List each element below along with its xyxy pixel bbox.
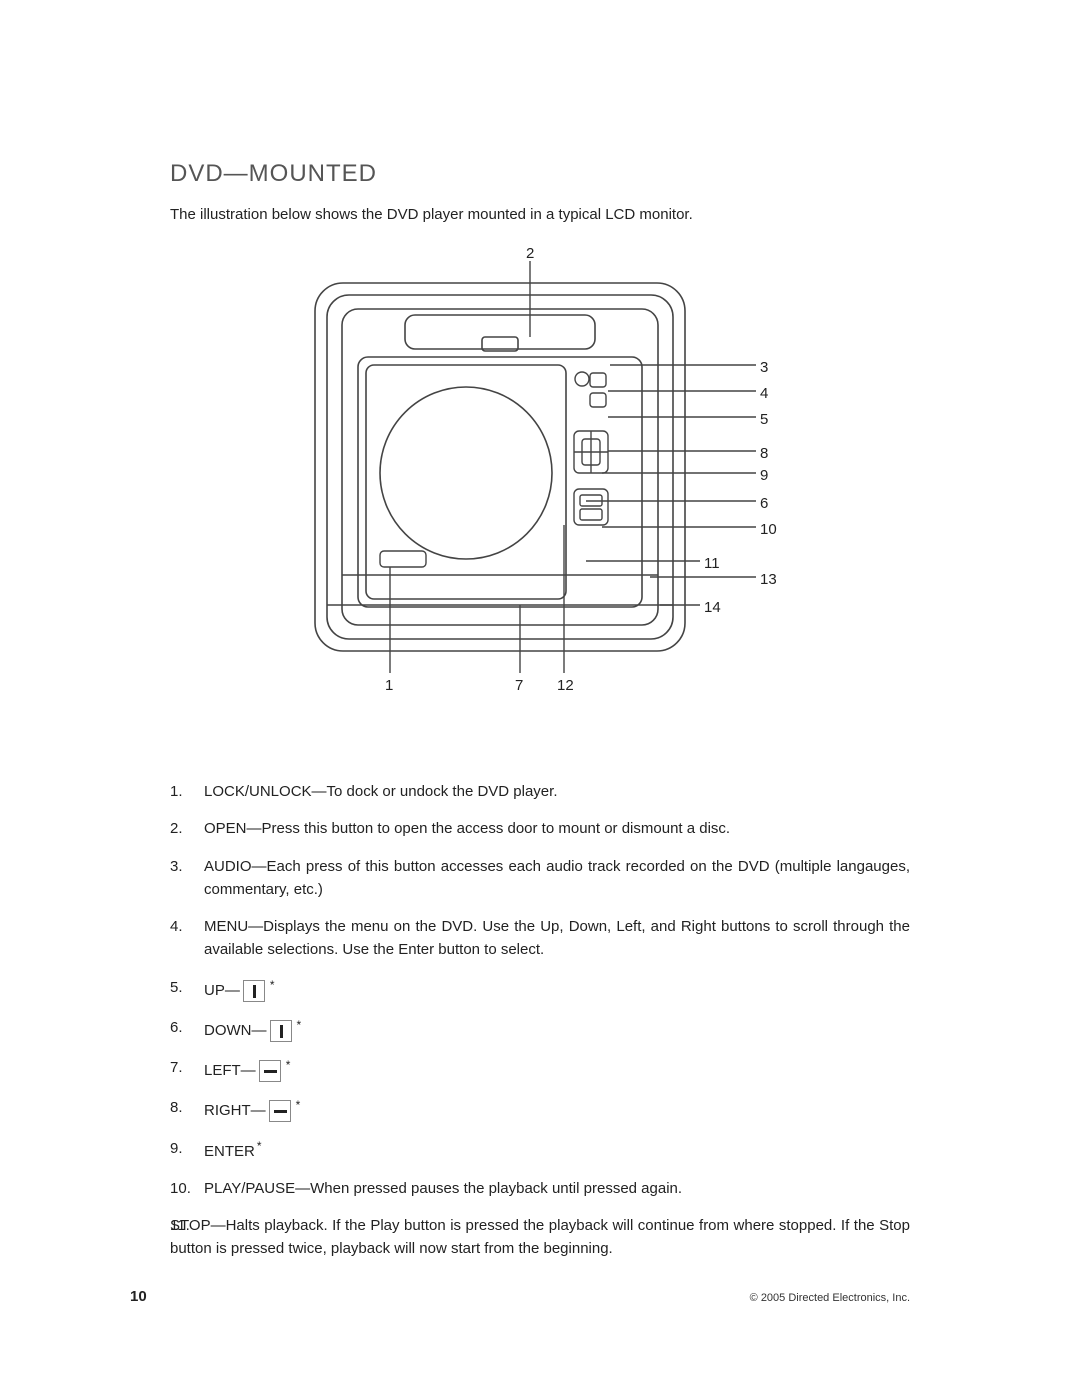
footnote-star-icon: * [297,1018,302,1032]
horizontal-bar-icon [269,1100,291,1122]
footnote-star-icon: * [296,1098,301,1112]
callout-9: 9 [760,467,768,484]
legend-prefix: ENTER [204,1143,255,1160]
legend-prefix: UP— [204,982,240,999]
section-title: DVD—MOUNTED [170,160,910,188]
legend-item-4: MENU—Displays the menu on the DVD. Use t… [170,915,910,962]
legend-prefix: DOWN— [204,1022,267,1039]
figure-container: 2 3 4 5 8 9 6 10 11 13 14 1 7 12 [170,245,910,725]
footnote-star-icon: * [270,978,275,992]
callout-14: 14 [704,599,721,616]
legend-item-7: LEFT— * [170,1056,910,1082]
vertical-bar-icon [270,1020,292,1042]
legend-item-3: AUDIO—Each press of this button accesses… [170,855,910,902]
callout-10: 10 [760,521,777,538]
diagram-svg [230,245,850,725]
callout-4: 4 [760,385,768,402]
callout-7: 7 [515,677,523,694]
vertical-bar-icon [243,980,265,1002]
callout-3: 3 [760,359,768,376]
legend-item-9: ENTER* [170,1137,910,1163]
callout-11: 11 [704,555,720,572]
legend-item-8: RIGHT— * [170,1096,910,1122]
legend-item-6: DOWN— * [170,1016,910,1042]
callout-6: 6 [760,495,768,512]
legend-prefix: RIGHT— [204,1102,266,1119]
callout-1: 1 [385,677,393,694]
callout-8: 8 [760,445,768,462]
intro-text: The illustration below shows the DVD pla… [170,206,910,223]
legend-item-1: LOCK/UNLOCK—To dock or undock the DVD pl… [170,780,910,803]
dvd-diagram: 2 3 4 5 8 9 6 10 11 13 14 1 7 12 [230,245,850,725]
legend-item-11: STOP—Halts playback. If the Play button … [170,1214,910,1261]
legend-item-10: PLAY/PAUSE—When pressed pauses the playb… [170,1177,910,1200]
copyright: © 2005 Directed Electronics, Inc. [750,1292,910,1304]
legend-item-5: UP— * [170,976,910,1002]
callout-2: 2 [526,245,534,262]
callout-13: 13 [760,571,777,588]
legend-item-2: OPEN—Press this button to open the acces… [170,817,910,840]
footnote-star-icon: * [286,1058,291,1072]
footnote-star-icon: * [257,1139,262,1153]
horizontal-bar-icon [259,1060,281,1082]
legend-prefix: LEFT— [204,1062,256,1079]
page-footer: 10 © 2005 Directed Electronics, Inc. [130,1288,910,1305]
page-number: 10 [130,1288,147,1305]
callout-5: 5 [760,411,768,428]
callout-12: 12 [557,677,574,694]
legend-list: LOCK/UNLOCK—To dock or undock the DVD pl… [170,780,910,1261]
